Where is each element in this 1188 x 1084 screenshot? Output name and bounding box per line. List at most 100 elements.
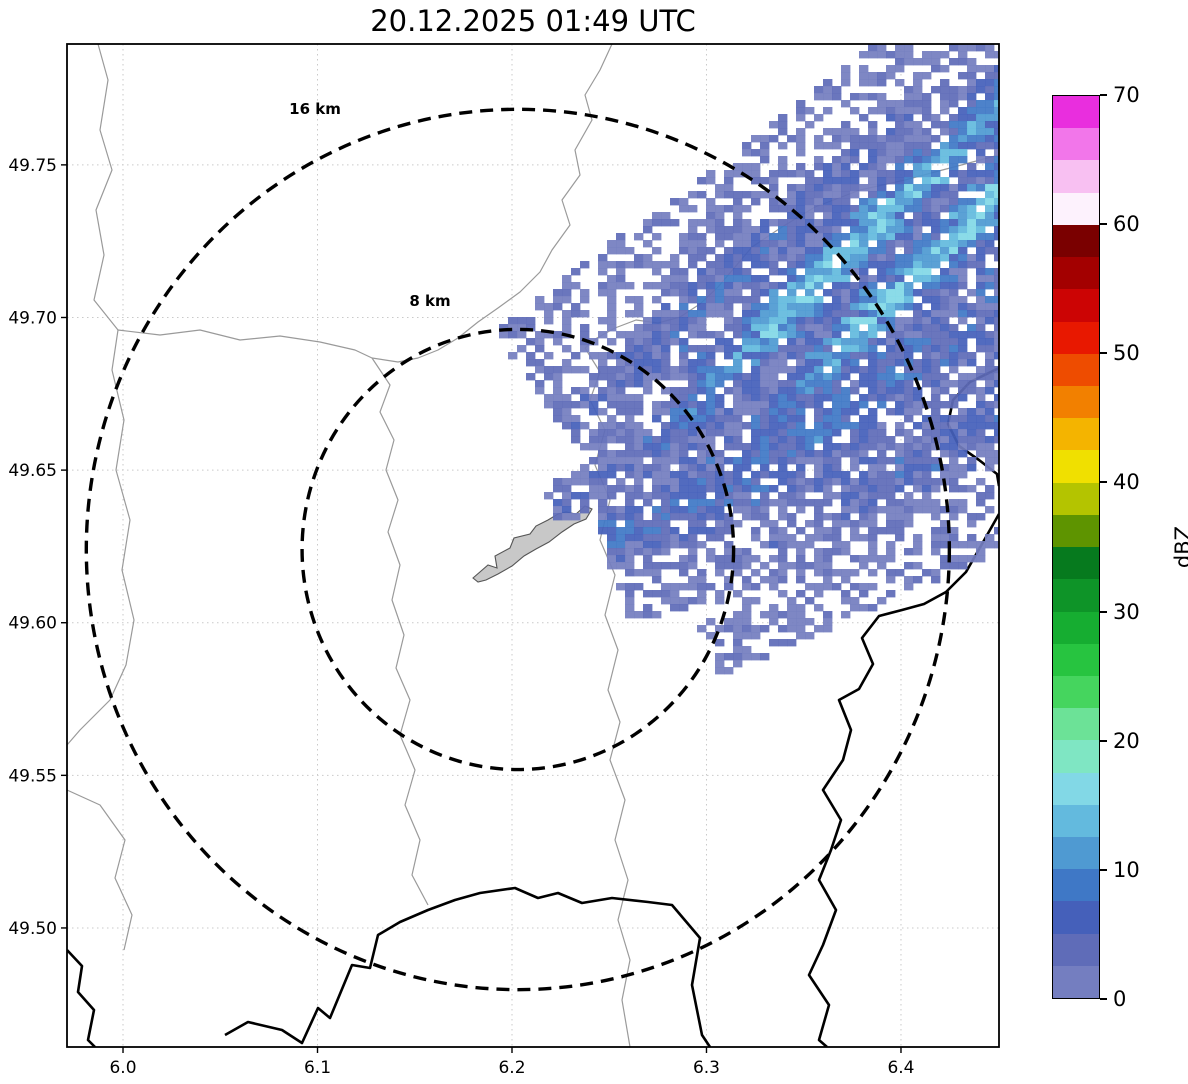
- radar-echo-cell: [832, 219, 842, 227]
- radar-echo-cell: [841, 205, 851, 213]
- radar-echo-cell: [688, 429, 698, 437]
- radar-echo-cell: [742, 604, 752, 612]
- radar-echo-cell: [814, 534, 824, 542]
- radar-echo-cell: [877, 492, 887, 500]
- radar-echo-cell: [886, 471, 896, 479]
- radar-echo-cell: [670, 415, 680, 423]
- radar-echo-cell: [742, 219, 752, 227]
- radar-echo-cell: [733, 429, 743, 437]
- radar-echo-cell: [841, 310, 851, 318]
- radar-echo-cell: [886, 380, 896, 388]
- radar-echo-cell: [985, 338, 995, 346]
- radar-echo-cell: [751, 436, 761, 444]
- radar-echo-cell: [976, 219, 986, 227]
- radar-echo-cell: [733, 653, 743, 661]
- radar-echo-cell: [985, 233, 995, 241]
- radar-echo-cell: [787, 282, 797, 290]
- radar-echo-cell: [805, 562, 815, 570]
- radar-echo-cell: [823, 198, 833, 206]
- radar-echo-cell: [787, 247, 797, 255]
- radar-echo-cell: [724, 443, 734, 451]
- radar-echo-cell: [634, 520, 644, 528]
- radar-echo-cell: [688, 457, 698, 465]
- radar-echo-cell: [922, 485, 932, 493]
- radar-echo-cell: [715, 212, 725, 220]
- radar-echo-cell: [796, 324, 806, 332]
- radar-echo-cell: [625, 611, 635, 619]
- radar-echo-cell: [868, 289, 878, 297]
- radar-echo-cell: [661, 387, 671, 395]
- radar-echo-cell: [976, 240, 986, 248]
- radar-echo-cell: [958, 142, 968, 150]
- radar-echo-cell: [859, 72, 869, 80]
- radar-echo-cell: [958, 184, 968, 192]
- radar-echo-cell: [796, 317, 806, 325]
- radar-echo-cell: [742, 373, 752, 381]
- radar-echo-cell: [967, 443, 977, 451]
- radar-echo-cell: [958, 464, 968, 472]
- radar-echo-cell: [895, 44, 905, 52]
- radar-echo-cell: [877, 170, 887, 178]
- radar-echo-cell: [715, 282, 725, 290]
- radar-echo-cell: [850, 401, 860, 409]
- radar-echo-cell: [697, 597, 707, 605]
- radar-echo-cell: [796, 282, 806, 290]
- radar-echo-cell: [904, 198, 914, 206]
- radar-echo-cell: [634, 408, 644, 416]
- radar-echo-cell: [994, 233, 999, 241]
- radar-echo-cell: [787, 373, 797, 381]
- radar-echo-cell: [616, 359, 626, 367]
- radar-echo-cell: [958, 373, 968, 381]
- radar-echo-cell: [598, 520, 608, 528]
- radar-echo-cell: [598, 282, 608, 290]
- radar-echo-cell: [796, 275, 806, 283]
- radar-echo-cell: [967, 485, 977, 493]
- radar-echo-cell: [886, 457, 896, 465]
- radar-echo-cell: [976, 149, 986, 157]
- radar-echo-cell: [643, 499, 653, 507]
- radar-echo-cell: [859, 163, 869, 171]
- radar-echo-cell: [652, 450, 662, 458]
- radar-echo-cell: [625, 471, 635, 479]
- radar-echo-cell: [994, 282, 999, 290]
- radar-echo-cell: [787, 261, 797, 269]
- radar-echo-cell: [688, 247, 698, 255]
- radar-echo-cell: [796, 387, 806, 395]
- radar-echo-cell: [904, 471, 914, 479]
- radar-echo-cell: [859, 317, 869, 325]
- radar-echo-cell: [967, 100, 977, 108]
- radar-echo-cell: [976, 289, 986, 297]
- radar-echo-cell: [688, 485, 698, 493]
- radar-echo-cell: [553, 499, 563, 507]
- radar-echo-cell: [589, 394, 599, 402]
- radar-echo-cell: [634, 471, 644, 479]
- radar-echo-cell: [985, 450, 995, 458]
- radar-echo-cell: [976, 499, 986, 507]
- radar-echo-cell: [661, 422, 671, 430]
- radar-echo-cell: [823, 128, 833, 136]
- radar-echo-cell: [967, 79, 977, 87]
- radar-echo-cell: [958, 198, 968, 206]
- radar-echo-cell: [616, 478, 626, 486]
- radar-echo-cell: [760, 275, 770, 283]
- radar-echo-cell: [733, 415, 743, 423]
- radar-echo-cell: [760, 303, 770, 311]
- radar-echo-cell: [742, 506, 752, 514]
- radar-echo-cell: [751, 163, 761, 171]
- radar-echo-cell: [553, 380, 563, 388]
- radar-echo-cell: [706, 401, 716, 409]
- radar-echo-cell: [832, 541, 842, 549]
- radar-echo-cell: [715, 401, 725, 409]
- radar-echo-cell: [985, 443, 995, 451]
- radar-echo-cell: [823, 450, 833, 458]
- radar-echo-cell: [769, 401, 779, 409]
- radar-echo-cell: [607, 317, 617, 325]
- radar-echo-cell: [823, 310, 833, 318]
- radar-echo-cell: [598, 359, 608, 367]
- radar-echo-cell: [697, 520, 707, 528]
- radar-echo-cell: [931, 226, 941, 234]
- radar-echo-cell: [976, 177, 986, 185]
- radar-echo-cell: [913, 100, 923, 108]
- radar-echo-cell: [679, 387, 689, 395]
- radar-echo-cell: [931, 415, 941, 423]
